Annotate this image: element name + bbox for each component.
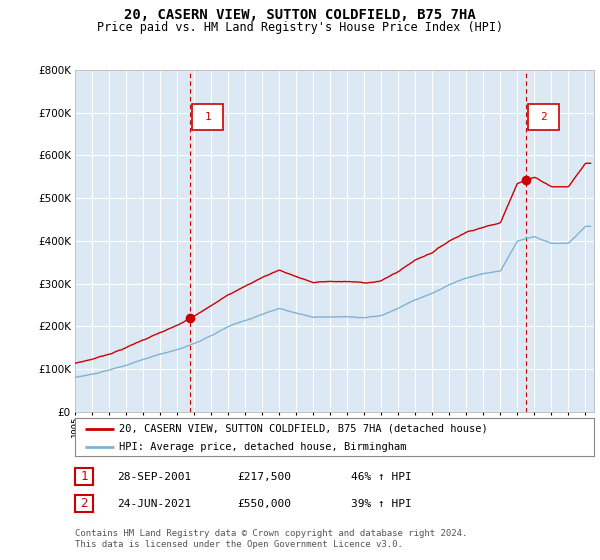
Text: 24-JUN-2021: 24-JUN-2021	[117, 499, 191, 509]
Text: 2: 2	[541, 112, 547, 122]
Text: 39% ↑ HPI: 39% ↑ HPI	[351, 499, 412, 509]
Text: 1: 1	[205, 112, 211, 122]
Text: 46% ↑ HPI: 46% ↑ HPI	[351, 472, 412, 482]
Text: 20, CASERN VIEW, SUTTON COLDFIELD, B75 7HA (detached house): 20, CASERN VIEW, SUTTON COLDFIELD, B75 7…	[119, 424, 488, 434]
Text: 28-SEP-2001: 28-SEP-2001	[117, 472, 191, 482]
Text: Price paid vs. HM Land Registry's House Price Index (HPI): Price paid vs. HM Land Registry's House …	[97, 21, 503, 34]
Text: HPI: Average price, detached house, Birmingham: HPI: Average price, detached house, Birm…	[119, 442, 407, 452]
Text: 20, CASERN VIEW, SUTTON COLDFIELD, B75 7HA: 20, CASERN VIEW, SUTTON COLDFIELD, B75 7…	[124, 8, 476, 22]
Text: £550,000: £550,000	[237, 499, 291, 509]
FancyBboxPatch shape	[529, 104, 559, 130]
Text: Contains HM Land Registry data © Crown copyright and database right 2024.
This d: Contains HM Land Registry data © Crown c…	[75, 529, 467, 549]
FancyBboxPatch shape	[193, 104, 223, 130]
Text: £217,500: £217,500	[237, 472, 291, 482]
Text: 2: 2	[80, 497, 88, 510]
Text: 1: 1	[80, 470, 88, 483]
